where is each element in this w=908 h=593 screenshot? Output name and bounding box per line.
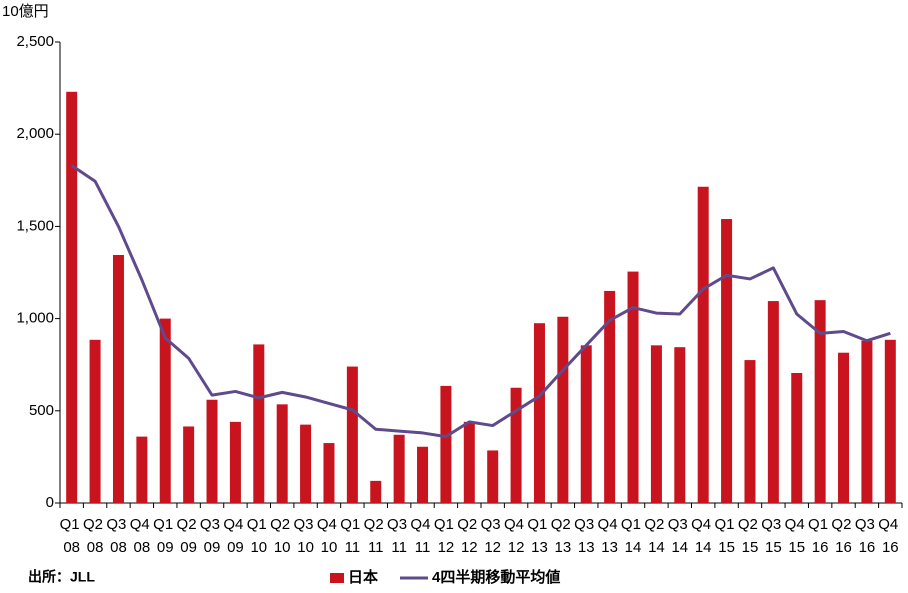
x-tick-label: Q2 12 <box>457 516 481 556</box>
bar <box>487 450 499 503</box>
x-tick-label: Q3 14 <box>668 516 692 556</box>
bar <box>838 352 850 503</box>
bar <box>206 399 218 503</box>
bar <box>791 372 803 503</box>
bar <box>533 323 545 503</box>
bar <box>767 301 779 503</box>
bar <box>229 421 241 503</box>
x-tick-label: Q4 11 <box>410 516 434 556</box>
x-tick-label: Q1 12 <box>434 516 458 556</box>
x-tick-label: Q4 08 <box>130 516 154 556</box>
x-tick-label: Q3 10 <box>293 516 317 556</box>
legend-swatch <box>330 573 344 583</box>
x-tick-label: Q1 08 <box>60 516 84 556</box>
line <box>70 164 891 439</box>
bar <box>417 446 429 503</box>
x-tick-label: Q2 15 <box>738 516 762 556</box>
bar <box>814 300 826 503</box>
x-tick-label: Q1 13 <box>527 516 551 556</box>
bar <box>89 339 101 503</box>
x-tick-label: Q3 15 <box>761 516 785 556</box>
x-tick-label: Q2 08 <box>83 516 107 556</box>
x-tick-label: Q3 16 <box>855 516 879 556</box>
bar <box>697 186 709 503</box>
x-tick-label: Q4 16 <box>878 516 902 556</box>
y-tick-label: 2,500 <box>16 33 54 50</box>
bar <box>136 436 148 503</box>
x-tick-label: Q1 14 <box>621 516 645 556</box>
x-tick-label: Q2 10 <box>270 516 294 556</box>
y-tick-label: 2,000 <box>16 125 54 142</box>
bar <box>721 219 733 504</box>
y-tick-label: 0 <box>46 494 54 511</box>
bar <box>650 345 662 503</box>
bar <box>112 254 124 503</box>
x-tick-label: Q4 12 <box>504 516 528 556</box>
x-tick-label: Q3 12 <box>481 516 505 556</box>
bar <box>861 340 873 503</box>
x-tick-label: Q2 11 <box>364 516 388 556</box>
x-tick-label: Q4 13 <box>598 516 622 556</box>
x-tick-label: Q4 10 <box>317 516 341 556</box>
x-tick-label: Q4 09 <box>223 516 247 556</box>
bar <box>604 290 616 503</box>
bar <box>744 360 756 503</box>
bar <box>370 480 382 503</box>
x-tick-label: Q1 09 <box>153 516 177 556</box>
x-tick-label: Q3 08 <box>106 516 130 556</box>
x-tick-label: Q1 16 <box>808 516 832 556</box>
bar <box>300 424 312 503</box>
x-tick-label: Q3 13 <box>574 516 598 556</box>
x-tick-label: Q4 14 <box>691 516 715 556</box>
legend-label: 4四半期移動平均値 <box>432 568 560 586</box>
x-tick-label: Q3 09 <box>200 516 224 556</box>
bar <box>393 434 405 503</box>
bar <box>253 344 265 503</box>
bar <box>463 421 475 503</box>
bar <box>159 318 171 503</box>
bar <box>276 404 288 503</box>
legend-label: 日本 <box>348 568 378 586</box>
bar <box>510 387 522 503</box>
x-tick-label: Q2 13 <box>551 516 575 556</box>
x-tick-label: Q1 15 <box>714 516 738 556</box>
bar <box>627 271 639 503</box>
x-tick-label: Q4 15 <box>785 516 809 556</box>
y-tick-label: 1,000 <box>16 310 54 327</box>
bar <box>884 339 896 503</box>
x-tick-label: Q2 14 <box>644 516 668 556</box>
x-tick-label: Q1 10 <box>247 516 271 556</box>
x-tick-label: Q2 09 <box>177 516 201 556</box>
x-tick-label: Q3 11 <box>387 516 411 556</box>
y-tick-label: 1,500 <box>16 217 54 234</box>
bar <box>346 366 358 503</box>
bar <box>580 345 592 503</box>
bar <box>323 443 335 503</box>
bar <box>674 347 686 503</box>
bar <box>440 385 452 503</box>
bar <box>66 91 78 504</box>
source: 出所：JLL <box>28 569 95 585</box>
x-tick-label: Q1 11 <box>340 516 364 556</box>
bar <box>183 426 195 503</box>
y-tick-label: 500 <box>29 402 54 419</box>
bar <box>557 316 569 503</box>
x-tick-label: Q2 16 <box>831 516 855 556</box>
unit-label: 10億円 <box>2 3 49 20</box>
